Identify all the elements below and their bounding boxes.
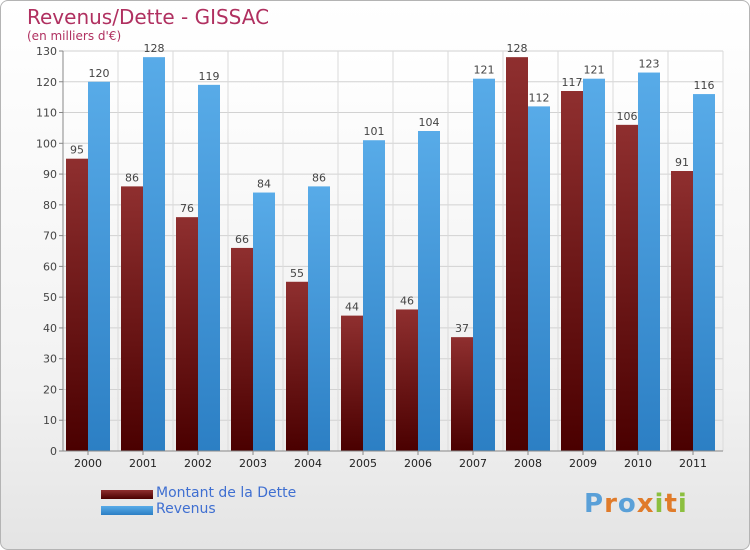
bar-dette [121,186,143,451]
bar-dette [341,315,363,451]
data-label: 128 [507,42,528,55]
data-label: 117 [562,76,583,89]
bar-dette [176,217,198,451]
bar-revenus [143,57,165,452]
bar-dette [231,247,253,451]
data-label: 66 [235,233,249,246]
data-label: 119 [199,70,220,83]
data-label: 76 [180,202,194,215]
bar-revenus [418,131,440,451]
data-label: 128 [144,42,165,55]
proxiti-logo: Proxiti [584,489,688,519]
bar-revenus [88,81,110,452]
bar-revenus [473,78,495,451]
data-label: 106 [617,110,638,123]
x-tick-label: 2006 [404,457,432,470]
bar-revenus [583,78,605,451]
y-tick-label: 120 [36,76,57,89]
y-tick-label: 90 [43,168,57,181]
bar-dette [671,171,693,451]
logo-letter: x [636,489,655,519]
data-label: 86 [312,171,326,184]
data-label: 121 [474,64,495,77]
logo-letter: i [654,489,665,519]
x-tick-label: 2003 [239,457,267,470]
x-tick-label: 2010 [624,457,652,470]
x-tick-label: 2002 [184,457,212,470]
bar-revenus [638,72,660,452]
logo-letter: t [664,489,678,519]
legend-label-revenus: Revenus [156,501,216,517]
legend-swatch-dette [101,490,153,499]
bar-revenus [363,140,385,451]
data-label: 91 [675,156,689,169]
x-tick-label: 2000 [74,457,102,470]
y-tick-label: 130 [36,45,57,58]
bar-dette [286,281,308,451]
y-tick-label: 100 [36,137,57,150]
legend-swatch-revenus [101,506,153,515]
data-label: 37 [455,322,469,335]
y-tick-label: 60 [43,260,57,273]
bar-revenus [253,192,275,452]
legend-label-dette: Montant de la Dette [156,485,297,501]
y-tick-label: 0 [50,445,57,458]
y-tick-label: 20 [43,383,57,396]
bar-revenus [528,106,550,451]
bar-dette [506,57,528,452]
data-label: 121 [584,64,605,77]
data-label: 95 [70,144,84,157]
bar-dette [616,124,638,451]
bar-revenus [198,84,220,451]
axes: 0 10 20 30 40 50 60 70 80 90 100 110 120 130 2000 2001 2… [36,45,723,470]
data-label: 55 [290,267,304,280]
y-tick-label: 70 [43,230,57,243]
data-label: 101 [364,125,385,138]
logo-letter: r [604,489,618,519]
chart-title: Revenus/Dette - GISSAC [27,5,270,29]
x-tick-label: 2001 [129,457,157,470]
data-label: 46 [400,294,414,307]
bar-dette [451,337,473,451]
chart-subtitle: (en milliers d'€) [27,29,122,43]
x-tick-label: 2007 [459,457,487,470]
x-tick-label: 2004 [294,457,322,470]
data-label: 123 [639,58,660,71]
x-tick-label: 2009 [569,457,597,470]
x-tick-label: 2008 [514,457,542,470]
y-tick-label: 10 [43,414,57,427]
logo-letter: o [617,489,637,519]
x-tick-label: 2005 [349,457,377,470]
bar-dette [66,158,88,451]
y-tick-label: 30 [43,353,57,366]
logo-letter: i [677,489,688,519]
bar-dette [396,309,418,451]
y-tick-label: 50 [43,291,57,304]
bar-revenus [308,186,330,451]
bar-revenus [693,94,715,452]
data-label: 104 [419,116,440,129]
bars: 95 120 86 128 76 119 66 84 55 86 44 101 46 104 37 121 12… [66,42,715,452]
logo-letter: P [584,489,605,519]
y-tick-label: 110 [36,107,57,120]
bar-dette [561,91,583,451]
data-label: 44 [345,301,359,314]
grid-lines [62,50,724,452]
y-tick-label: 80 [43,199,57,212]
data-label: 86 [125,171,139,184]
data-label: 116 [694,79,715,92]
data-label: 84 [257,178,271,191]
y-tick-label: 40 [43,322,57,335]
data-label: 120 [89,67,110,80]
x-tick-label: 2011 [679,457,707,470]
data-label: 112 [529,91,550,104]
